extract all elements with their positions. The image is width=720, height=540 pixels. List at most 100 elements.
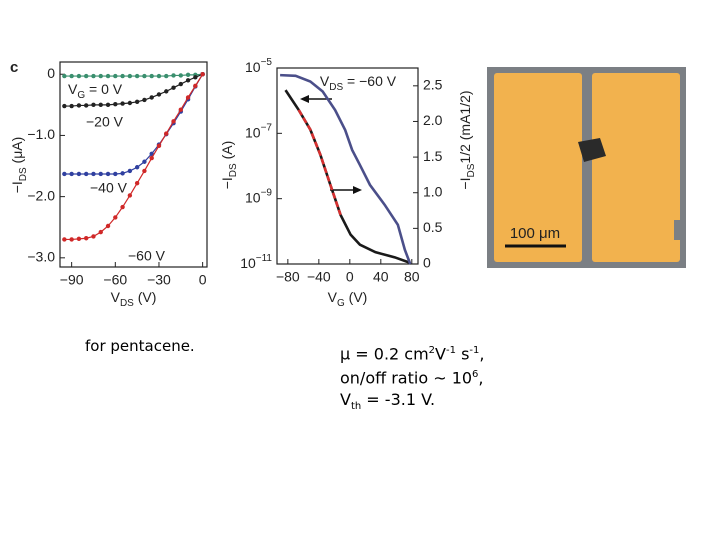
note-text: 6 — [472, 369, 479, 381]
y2-tick-label: 2.5 — [423, 77, 443, 93]
y2-tick-label: 0 — [423, 255, 431, 271]
note-line: on/off ratio ~ 106, — [340, 364, 484, 388]
note-text: = -3.1 V. — [361, 389, 436, 409]
data-point — [62, 103, 67, 109]
series-label: −60 V — [128, 248, 166, 264]
data-point — [149, 73, 154, 79]
data-point — [76, 236, 82, 242]
data-point — [83, 103, 89, 108]
notes: μ = 0.2 cm2V-1 s-1, on/off ratio ~ 106, Vt… — [340, 340, 484, 417]
series-label: VG = 0 V — [68, 81, 123, 101]
data-point — [178, 81, 184, 87]
data-point — [171, 73, 176, 78]
x-axis-label: VG (V) — [328, 289, 368, 309]
data-point — [142, 97, 147, 103]
x-axis-label: VDS (V) — [111, 289, 157, 309]
y2-tick-label: 2.0 — [423, 112, 443, 128]
note-text: , — [479, 344, 485, 364]
data-point — [105, 171, 111, 177]
y2-tick-label: 1.5 — [423, 148, 443, 164]
y2-axis-label: −IDS1/2 (mA1/2) — [457, 90, 477, 189]
data-point — [76, 73, 82, 79]
x-tick-label: 40 — [373, 269, 389, 285]
data-point — [149, 151, 154, 156]
data-point — [113, 171, 118, 177]
data-point — [69, 103, 74, 109]
note-text: 2 — [428, 345, 436, 356]
panel-label: c — [10, 59, 18, 76]
electrode — [494, 73, 582, 262]
data-point — [134, 180, 140, 186]
data-point — [142, 159, 147, 164]
y-tick-label: 10−5 — [245, 57, 272, 75]
y-axis-label: −IDS (μA) — [9, 137, 29, 194]
data-point — [185, 72, 191, 78]
y2-tick-label: 0.5 — [423, 219, 443, 235]
data-point — [120, 73, 125, 79]
data-point — [98, 102, 103, 108]
data-point — [171, 119, 176, 124]
data-point — [142, 168, 147, 174]
x-tick-label: 0 — [346, 269, 354, 285]
data-point — [83, 171, 89, 177]
x-tick-label: 80 — [404, 269, 420, 285]
note-text: -1 — [446, 345, 456, 356]
data-point — [185, 95, 191, 100]
data-point — [142, 73, 147, 79]
x-tick-label: −40 — [307, 269, 331, 285]
data-point — [127, 100, 133, 106]
caption: for pentacene. — [85, 337, 195, 355]
y2-tick-label: 1.0 — [423, 183, 443, 199]
data-point — [156, 143, 162, 149]
micrograph: 100 μm — [487, 67, 686, 268]
x-tick-label: −30 — [147, 272, 171, 288]
data-point — [98, 73, 103, 79]
plot-frame — [59, 61, 208, 268]
note-text: V — [340, 389, 351, 409]
x-tick-label: −90 — [60, 272, 84, 288]
data-point — [171, 85, 176, 90]
data-point — [113, 73, 118, 79]
data-point — [120, 171, 125, 176]
y-tick-label: 10−7 — [245, 122, 272, 140]
data-point — [113, 215, 118, 220]
y-tick-label: 10−9 — [245, 188, 272, 206]
data-point — [91, 73, 96, 79]
data-point — [156, 73, 162, 79]
data-point — [76, 103, 82, 108]
data-point — [62, 171, 67, 177]
data-point — [98, 171, 103, 177]
y-tick-label: −3.0 — [27, 249, 55, 265]
y-tick-label: −2.0 — [27, 187, 55, 203]
data-point — [91, 102, 96, 108]
data-point — [105, 73, 111, 79]
data-point — [113, 102, 118, 107]
series-label: −20 V — [86, 114, 124, 130]
data-point — [127, 168, 133, 174]
x-tick-label: −60 — [103, 272, 127, 288]
series-line — [280, 73, 412, 265]
data-point — [105, 223, 111, 229]
note-text: , — [478, 368, 484, 388]
x-tick-label: 0 — [199, 272, 207, 288]
data-point — [134, 99, 140, 104]
notch — [674, 220, 686, 240]
data-point — [98, 229, 103, 235]
series-line — [297, 109, 342, 216]
data-point — [164, 89, 169, 94]
data-point — [193, 75, 198, 80]
data-point — [69, 237, 74, 242]
arrow-head — [353, 186, 362, 194]
note-text: th — [350, 400, 362, 412]
note-text: V — [435, 344, 446, 364]
note-line: μ = 0.2 cm2V-1 s-1, — [340, 340, 484, 364]
y-tick-label: 10−11 — [240, 253, 272, 271]
data-point — [69, 73, 74, 79]
data-point — [156, 92, 162, 97]
data-point — [149, 95, 154, 100]
data-point — [105, 102, 111, 108]
data-point — [134, 73, 140, 79]
data-point — [83, 73, 89, 79]
data-point — [178, 107, 184, 112]
